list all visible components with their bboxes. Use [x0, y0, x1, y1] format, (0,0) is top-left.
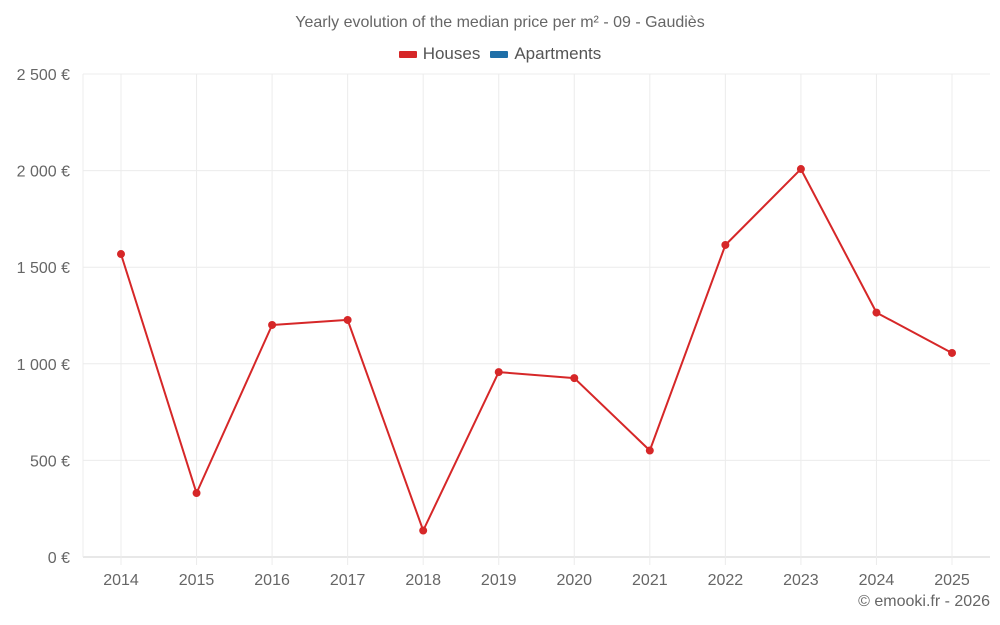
x-tick-label: 2023: [783, 572, 819, 589]
x-tick-label: 2019: [481, 572, 517, 589]
legend: Houses Apartments: [0, 44, 1000, 64]
data-point[interactable]: [192, 489, 201, 498]
x-tick-label: 2014: [103, 572, 139, 589]
data-point[interactable]: [343, 315, 352, 324]
data-point[interactable]: [721, 240, 730, 249]
data-point[interactable]: [645, 446, 654, 455]
legend-label: Apartments: [514, 44, 602, 63]
chart-title: Yearly evolution of the median price per…: [295, 14, 705, 31]
legend-item-houses[interactable]: Houses: [398, 44, 481, 64]
x-tick-label: 2015: [179, 572, 215, 589]
y-tick-label: 0 €: [48, 550, 70, 567]
data-point[interactable]: [117, 250, 125, 259]
x-tick-label: 2018: [405, 572, 441, 589]
data-point[interactable]: [872, 308, 881, 317]
x-tick-label: 2024: [859, 572, 895, 589]
x-tick-label: 2025: [934, 572, 970, 589]
legend-item-apartments[interactable]: Apartments: [490, 44, 601, 64]
x-tick-label: 2022: [708, 572, 744, 589]
data-point[interactable]: [268, 320, 277, 329]
data-point[interactable]: [948, 348, 956, 357]
houses-line: [120, 168, 953, 532]
y-tick-label: 1 000 €: [17, 357, 70, 374]
x-tick-label: 2017: [330, 572, 366, 589]
y-tick-label: 1 500 €: [17, 260, 70, 277]
apartments-swatch-icon: [490, 50, 509, 58]
data-point[interactable]: [419, 526, 428, 535]
data-point[interactable]: [570, 374, 579, 383]
y-tick-label: 2 500 €: [17, 67, 70, 84]
x-tick-label: 2021: [632, 572, 668, 589]
x-tick-label: 2016: [254, 572, 290, 589]
y-tick-label: 500 €: [30, 453, 70, 470]
data-point[interactable]: [796, 165, 805, 174]
houses-swatch-icon: [398, 50, 417, 58]
data-point[interactable]: [494, 368, 503, 377]
y-tick-label: 2 000 €: [17, 164, 70, 181]
x-tick-label: 2020: [556, 572, 592, 589]
legend-label: Houses: [422, 44, 481, 63]
credit: © emooki.fr - 2026: [858, 593, 990, 610]
